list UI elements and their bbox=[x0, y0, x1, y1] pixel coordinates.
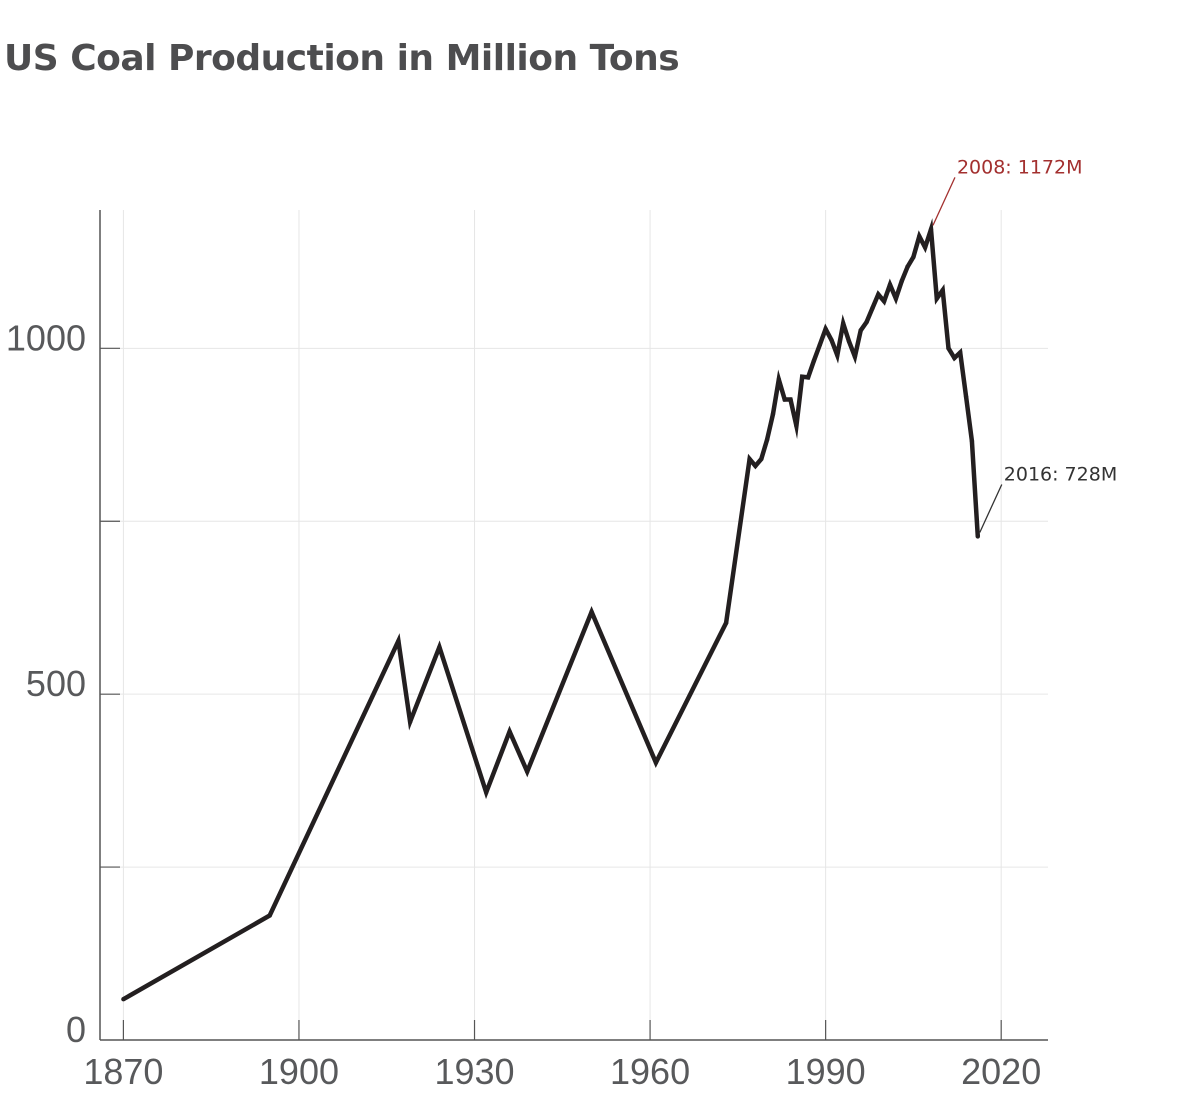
tick-label-layer: 1870 1900 1930 1960 1990 2020 0 500 1000 bbox=[6, 317, 1041, 1092]
data-point bbox=[121, 996, 126, 1002]
data-point bbox=[823, 326, 828, 332]
annotation-leader-line bbox=[979, 484, 1003, 533]
grid-layer bbox=[100, 210, 1048, 1040]
data-point bbox=[747, 456, 752, 462]
annotation-label: 2008: 1172M bbox=[957, 156, 1083, 178]
data-point bbox=[484, 790, 489, 795]
y-tick-label: 0 bbox=[66, 1009, 86, 1050]
data-point bbox=[952, 355, 957, 361]
data-point bbox=[723, 620, 729, 626]
data-point bbox=[753, 463, 758, 469]
data-point bbox=[911, 254, 916, 260]
annotation-label: 2016: 728M bbox=[1004, 463, 1117, 485]
data-point bbox=[782, 397, 787, 402]
data-point bbox=[653, 760, 659, 765]
data-point bbox=[770, 411, 776, 417]
data-point bbox=[887, 282, 893, 287]
data-point bbox=[817, 342, 822, 348]
data-point bbox=[963, 394, 969, 399]
data-point bbox=[893, 296, 899, 301]
x-tick-label: 1990 bbox=[786, 1051, 866, 1092]
data-point bbox=[805, 375, 811, 380]
x-tick-label: 1960 bbox=[610, 1051, 690, 1092]
data-point bbox=[958, 350, 963, 355]
annotation-leader-line bbox=[932, 177, 956, 226]
data-point bbox=[858, 328, 863, 333]
data-point bbox=[829, 337, 834, 343]
data-point bbox=[899, 279, 904, 284]
data-point bbox=[917, 234, 922, 239]
data-point bbox=[589, 609, 594, 615]
data-point bbox=[794, 423, 799, 428]
data-point bbox=[852, 354, 858, 359]
x-tick-label: 2020 bbox=[961, 1051, 1041, 1092]
data-point bbox=[437, 644, 442, 650]
data-point bbox=[864, 319, 869, 325]
data-point bbox=[788, 397, 793, 402]
annotation-layer: 2008: 1172M 2016: 728M bbox=[932, 156, 1117, 533]
data-point bbox=[524, 769, 530, 774]
data-point bbox=[940, 288, 945, 293]
data-point bbox=[922, 245, 928, 250]
data-point bbox=[969, 438, 975, 444]
y-tick-label: 500 bbox=[26, 663, 86, 704]
data-point bbox=[776, 377, 782, 382]
data-point bbox=[835, 353, 840, 358]
data-point bbox=[934, 296, 940, 301]
data-point bbox=[840, 321, 846, 326]
series-line bbox=[122, 218, 981, 1002]
x-tick-label: 1930 bbox=[434, 1051, 514, 1092]
series-layer bbox=[121, 218, 981, 1002]
data-point bbox=[905, 264, 910, 269]
data-point bbox=[811, 358, 817, 363]
data-point bbox=[800, 374, 805, 379]
data-point bbox=[759, 456, 764, 462]
chart-title: US Coal Production in Million Tons bbox=[4, 38, 680, 79]
data-point bbox=[407, 719, 413, 725]
data-point bbox=[946, 346, 951, 351]
data-point bbox=[764, 437, 770, 442]
data-point bbox=[846, 339, 852, 344]
data-point bbox=[975, 534, 980, 539]
x-tick-label: 1900 bbox=[259, 1051, 339, 1092]
data-point bbox=[507, 729, 512, 734]
data-point bbox=[396, 638, 401, 644]
y-tick-label: 1000 bbox=[6, 317, 86, 358]
axis-layer bbox=[99, 210, 1048, 1041]
data-point bbox=[870, 306, 875, 311]
data-point bbox=[928, 227, 934, 232]
x-tick-label: 1870 bbox=[83, 1051, 163, 1092]
data-point bbox=[267, 913, 272, 918]
data-point bbox=[881, 299, 887, 304]
data-point bbox=[876, 292, 881, 297]
